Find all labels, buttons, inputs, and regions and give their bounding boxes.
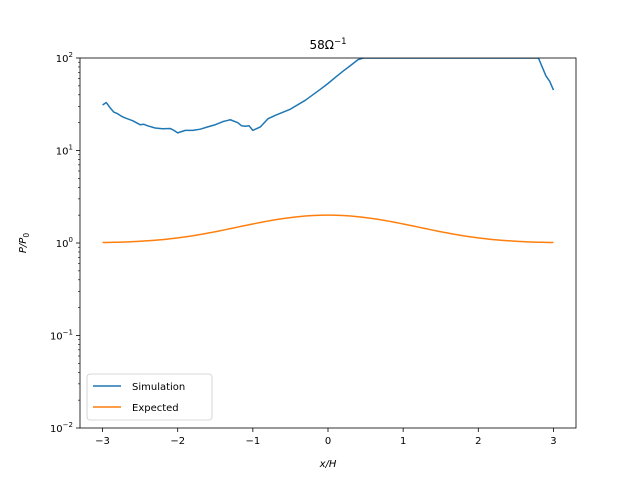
series-line-simulation [102, 58, 555, 134]
x-tick-label: 2 [475, 436, 481, 447]
legend-label-simulation: Simulation [132, 382, 185, 393]
y-tick-label: 102 [56, 51, 73, 65]
x-tick-label: 0 [325, 436, 331, 447]
x-axis-label: x/H [319, 459, 337, 470]
x-tick-label: −1 [245, 436, 260, 447]
series-layer [102, 58, 555, 244]
legend: Simulation Expected [86, 373, 213, 421]
x-tick-label: −2 [170, 436, 185, 447]
y-axis-label: P/P0 [18, 233, 31, 253]
legend-label-expected: Expected [132, 403, 179, 414]
x-tick-label: 3 [550, 436, 556, 447]
x-tick-label: −3 [95, 436, 110, 447]
x-ticks: −3 −2 −1 0 1 2 3 [95, 428, 557, 447]
y-tick-label: 100 [56, 236, 73, 250]
y-ticks: 10−2 10−1 100 101 102 [50, 51, 80, 435]
y-tick-label: 10−2 [50, 421, 73, 435]
y-tick-label: 101 [56, 144, 73, 158]
series-line-expected [102, 214, 554, 244]
chart-title: 58Ω−1 [310, 37, 347, 52]
y-tick-label: 10−1 [50, 329, 73, 343]
plot-frame [79, 57, 577, 429]
x-tick-label: 1 [400, 436, 406, 447]
